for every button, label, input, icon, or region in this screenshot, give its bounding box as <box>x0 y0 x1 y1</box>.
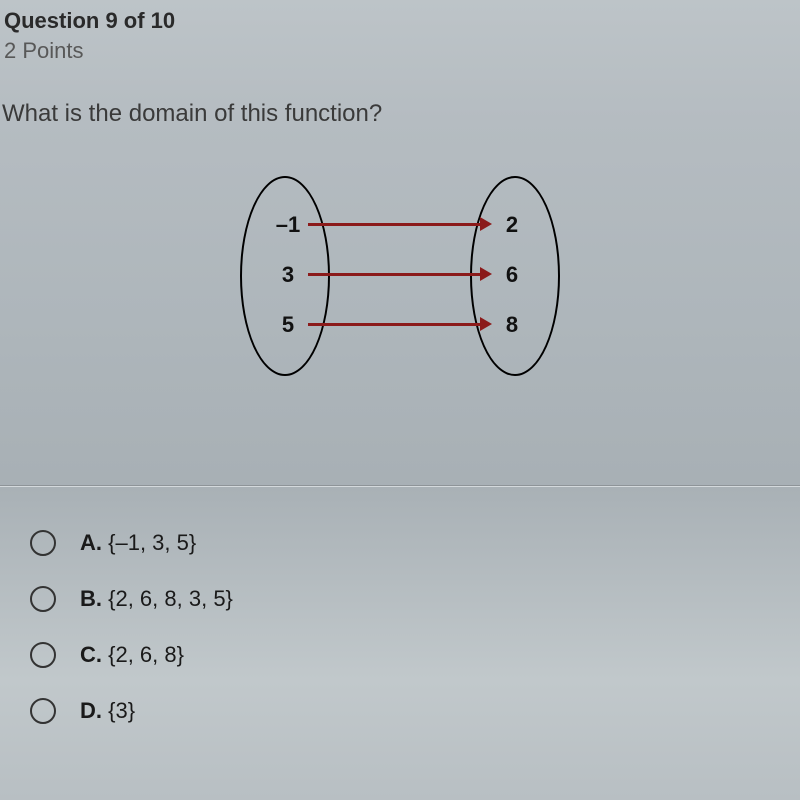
answer-letter: A. <box>80 530 108 555</box>
question-points: 2 Points <box>4 38 796 64</box>
answer-body: {–1, 3, 5} <box>108 530 196 555</box>
answer-text: B. {2, 6, 8, 3, 5} <box>80 586 233 612</box>
answer-text: A. {–1, 3, 5} <box>80 530 196 556</box>
mapping-diagram-container: –1 3 5 2 6 8 <box>0 176 800 386</box>
arrow-head-icon <box>480 267 492 281</box>
arrow-head-icon <box>480 317 492 331</box>
answer-text: C. {2, 6, 8} <box>80 642 184 668</box>
question-prompt: What is the domain of this function? <box>0 100 800 128</box>
range-value: 2 <box>492 212 532 238</box>
answer-option[interactable]: D. {3} <box>30 698 233 724</box>
mapping-diagram: –1 3 5 2 6 8 <box>240 176 560 386</box>
answer-text: D. {3} <box>80 698 135 724</box>
mapping-arrow <box>308 223 482 226</box>
answer-option[interactable]: B. {2, 6, 8, 3, 5} <box>30 586 233 612</box>
mapping-arrow <box>308 323 482 326</box>
range-value: 8 <box>492 312 532 338</box>
radio-icon[interactable] <box>30 530 56 556</box>
answer-body: {3} <box>108 698 135 723</box>
domain-value: –1 <box>268 212 308 238</box>
question-number: Question 9 of 10 <box>4 8 796 34</box>
question-header: Question 9 of 10 2 Points <box>0 0 800 64</box>
mapping-arrow <box>308 273 482 276</box>
answer-letter: D. <box>80 698 108 723</box>
radio-icon[interactable] <box>30 698 56 724</box>
section-divider <box>0 485 800 486</box>
answer-letter: B. <box>80 586 108 611</box>
answer-letter: C. <box>80 642 108 667</box>
radio-icon[interactable] <box>30 642 56 668</box>
domain-value: 3 <box>268 262 308 288</box>
range-value: 6 <box>492 262 532 288</box>
answer-option[interactable]: C. {2, 6, 8} <box>30 642 233 668</box>
domain-value: 5 <box>268 312 308 338</box>
answer-body: {2, 6, 8, 3, 5} <box>108 586 233 611</box>
answer-body: {2, 6, 8} <box>108 642 184 667</box>
answer-list: A. {–1, 3, 5} B. {2, 6, 8, 3, 5} C. {2, 6,… <box>30 530 233 754</box>
arrow-head-icon <box>480 217 492 231</box>
radio-icon[interactable] <box>30 586 56 612</box>
answer-option[interactable]: A. {–1, 3, 5} <box>30 530 233 556</box>
